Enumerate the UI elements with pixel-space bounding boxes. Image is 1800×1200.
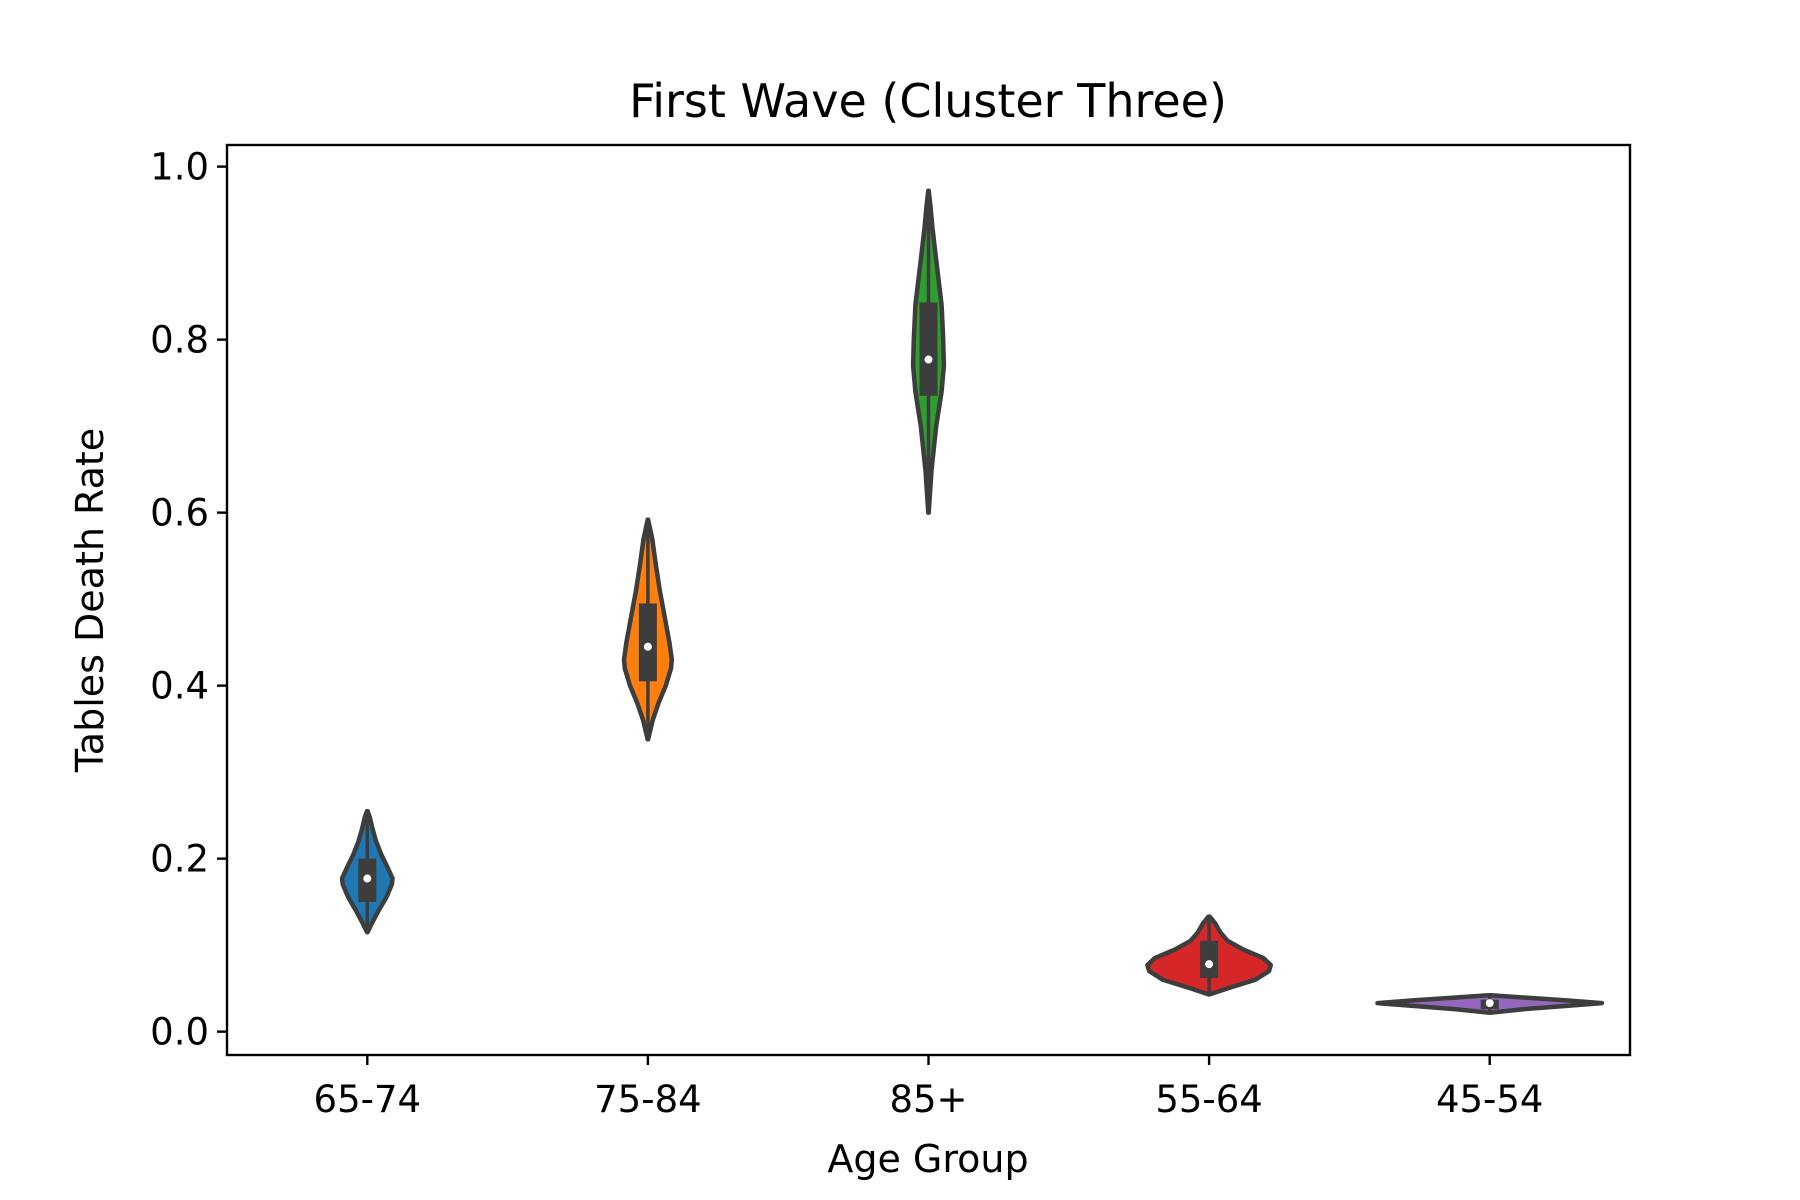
- y-tick-label: 0.4: [150, 665, 209, 708]
- violin-iqr-box: [919, 302, 938, 396]
- y-axis-label: Tables Death Rate: [68, 428, 112, 773]
- violin-median-point: [924, 355, 933, 364]
- violins-group: [339, 188, 1605, 1015]
- violin-median-point: [363, 874, 372, 883]
- x-tick-label: 55-64: [1155, 1078, 1263, 1121]
- violin-iqr-box: [638, 603, 657, 682]
- x-tick-label: 85+: [889, 1078, 967, 1121]
- x-tick-label: 45-54: [1436, 1078, 1544, 1121]
- x-tick-label: 75-84: [594, 1078, 702, 1121]
- y-tick-label: 0.2: [150, 838, 209, 881]
- violin-iqr-box: [1200, 940, 1219, 979]
- y-tick-label: 0.0: [150, 1011, 209, 1054]
- y-tick-label: 0.8: [150, 319, 209, 362]
- y-tick-label: 1.0: [150, 146, 209, 189]
- y-axis: 0.0 0.2 0.4 0.6 0.8 1.0: [150, 146, 227, 1054]
- x-tick-label: 65-74: [314, 1078, 422, 1121]
- y-tick-label: 0.6: [150, 492, 209, 535]
- violin-median-point: [1205, 960, 1214, 969]
- x-axis-label: Age Group: [827, 1137, 1028, 1181]
- violin-median-point: [1485, 999, 1494, 1008]
- x-axis: 65-74 75-84 85+ 55-64 45-54: [314, 1055, 1544, 1121]
- violin-median-point: [643, 642, 652, 651]
- chart-title: First Wave (Cluster Three): [629, 74, 1227, 128]
